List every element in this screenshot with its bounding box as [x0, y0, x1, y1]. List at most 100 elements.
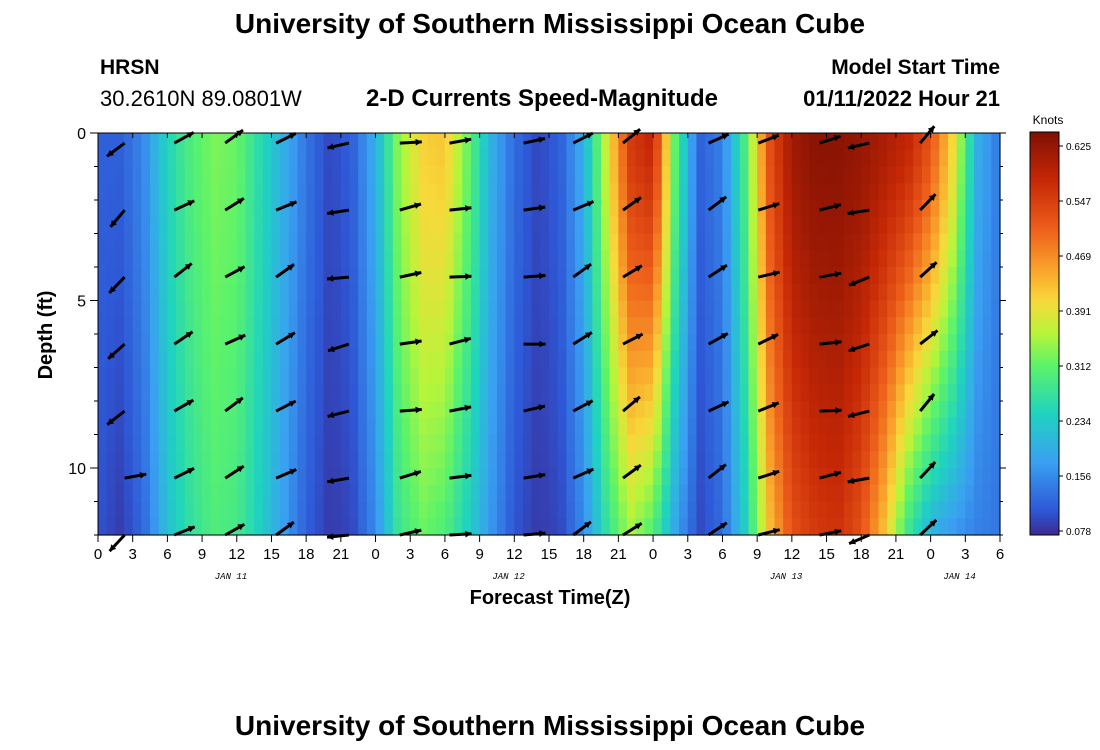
current-vector-arrowhead — [538, 136, 546, 143]
heatmap-cell — [939, 367, 949, 385]
heatmap-cell — [167, 350, 177, 369]
heatmap-cell — [557, 216, 567, 235]
heatmap-cell — [202, 401, 212, 419]
heatmap-cell — [184, 384, 194, 402]
heatmap-cell — [470, 434, 481, 452]
heatmap-cell — [297, 350, 307, 369]
heatmap-cell — [106, 518, 116, 536]
heatmap-cell — [800, 451, 810, 469]
heatmap-cell — [904, 350, 914, 369]
current-vector-arrowhead — [465, 530, 472, 538]
heatmap-cell — [843, 267, 854, 285]
heatmap-cell — [982, 133, 992, 151]
heatmap-cell — [384, 200, 394, 218]
heatmap-cell — [124, 350, 134, 369]
heatmap-cell — [653, 518, 663, 536]
heatmap-cell — [392, 367, 403, 385]
current-vector-arrowhead — [288, 332, 295, 339]
heatmap-cell — [488, 451, 498, 469]
heatmap-cell — [297, 401, 307, 419]
heatmap-cell — [653, 401, 663, 419]
heatmap-cell — [410, 350, 420, 369]
current-vector-arrowhead — [109, 286, 116, 293]
heatmap-cell — [358, 183, 368, 201]
heatmap-cell — [887, 518, 897, 536]
heatmap-cell — [965, 468, 975, 486]
heatmap-cell — [661, 367, 672, 385]
heatmap-cell — [965, 518, 975, 536]
heatmap-cell — [566, 350, 576, 369]
heatmap-cell — [531, 283, 541, 302]
heatmap-cell — [384, 283, 394, 302]
heatmap-cell — [878, 183, 888, 201]
heatmap-cell — [236, 300, 247, 318]
heatmap-cell — [861, 384, 871, 402]
heatmap-cell — [843, 451, 854, 469]
heatmap-cell — [895, 334, 906, 352]
heatmap-cell — [115, 518, 125, 536]
heatmap-cell — [271, 350, 281, 369]
heatmap-cell — [332, 518, 342, 536]
heatmap-cell — [921, 283, 932, 302]
heatmap-cell — [878, 334, 888, 352]
heatmap-cell — [722, 350, 732, 369]
heatmap-cell — [375, 384, 385, 402]
heatmap-cell — [913, 468, 923, 486]
colorbar-tick-label: 0.234 — [1066, 417, 1091, 428]
heatmap-cell — [202, 367, 212, 385]
heatmap-cell — [549, 451, 559, 469]
heatmap-cell — [921, 501, 932, 519]
heatmap-cell — [262, 401, 273, 419]
heatmap-cell — [921, 518, 932, 536]
heatmap-cell — [739, 417, 750, 436]
heatmap-cell — [869, 401, 880, 419]
heatmap-cell — [349, 133, 359, 151]
heatmap-cell — [306, 216, 316, 235]
heatmap-cell — [384, 133, 394, 151]
current-vector-arrowhead — [929, 262, 937, 269]
heatmap-cell — [245, 250, 255, 268]
heatmap-cell — [904, 501, 914, 519]
heatmap-cell — [869, 384, 880, 402]
heatmap-cell — [323, 401, 333, 419]
heatmap-cell — [991, 434, 1001, 452]
heatmap-cell — [783, 267, 793, 285]
heatmap-cell — [297, 283, 307, 302]
heatmap-cell — [254, 401, 264, 419]
heatmap-cell — [549, 183, 559, 201]
heatmap-cell — [765, 133, 776, 151]
heatmap-cell — [150, 367, 160, 385]
heatmap-cell — [835, 149, 845, 168]
heatmap-cell — [739, 484, 750, 503]
current-vector-arrowhead — [586, 200, 594, 207]
heatmap-cell — [627, 267, 637, 285]
current-vector-arrowhead — [848, 411, 855, 419]
heatmap-cell — [366, 468, 377, 486]
heatmap-cell — [592, 300, 602, 318]
heatmap-cell — [366, 133, 377, 151]
heatmap-cell — [731, 484, 741, 503]
heatmap-cell — [809, 250, 819, 268]
x-tick-label: 0 — [649, 546, 657, 563]
heatmap-cell — [644, 267, 654, 285]
heatmap-cell — [939, 267, 949, 285]
heatmap-cell — [167, 250, 177, 268]
heatmap-cell — [635, 434, 645, 452]
heatmap-cell — [696, 468, 706, 486]
heatmap-cell — [965, 451, 975, 469]
heatmap-cell — [895, 350, 906, 369]
heatmap-cell — [843, 384, 854, 402]
heatmap-cell — [332, 434, 342, 452]
heatmap-cell — [436, 233, 446, 251]
heatmap-cell — [757, 518, 767, 536]
heatmap-cell — [861, 200, 871, 218]
heatmap-cell — [210, 283, 221, 302]
footer-title: University of Southern Mississippi Ocean… — [234, 710, 866, 741]
heatmap-cell — [696, 233, 706, 251]
heatmap-cell — [826, 133, 836, 151]
heatmap-cell — [288, 417, 299, 436]
heatmap-cell — [124, 518, 134, 536]
heatmap-cell — [722, 501, 732, 519]
heatmap-cell — [817, 166, 828, 184]
colorbar-tick-label: 0.625 — [1066, 142, 1091, 153]
